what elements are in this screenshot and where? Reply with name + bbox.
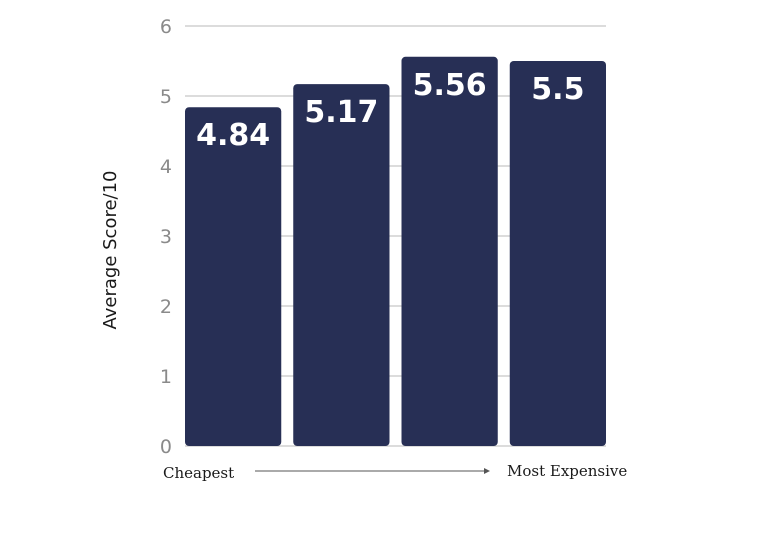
y-axis-label: Average Score/10 (100, 170, 121, 329)
bar (509, 61, 606, 446)
y-tick-label: 5 (160, 86, 172, 108)
y-tick-label: 6 (160, 16, 172, 38)
bar-value-label: 5.17 (304, 95, 378, 130)
x-end-label: Most Expensive (507, 462, 627, 480)
bar-value-label: 4.84 (196, 118, 270, 153)
bar-value-label: 5.5 (531, 72, 584, 107)
x-start-label: Cheapest (163, 464, 234, 482)
y-tick-label: 1 (160, 366, 172, 388)
y-tick-label: 2 (160, 296, 172, 318)
y-tick-label: 4 (160, 156, 172, 178)
bar (293, 84, 390, 446)
bar (401, 56, 498, 447)
bar (185, 107, 282, 446)
x-direction-arrowhead (484, 468, 490, 474)
bar-value-label: 5.56 (413, 68, 487, 103)
y-tick-label: 3 (160, 226, 172, 248)
bars (185, 56, 606, 447)
y-tick-label: 0 (160, 436, 172, 458)
value-labels: 4.84 5.17 5.56 5.5 (196, 68, 584, 153)
y-tick-labels: 0 1 2 3 4 5 6 (160, 16, 172, 458)
